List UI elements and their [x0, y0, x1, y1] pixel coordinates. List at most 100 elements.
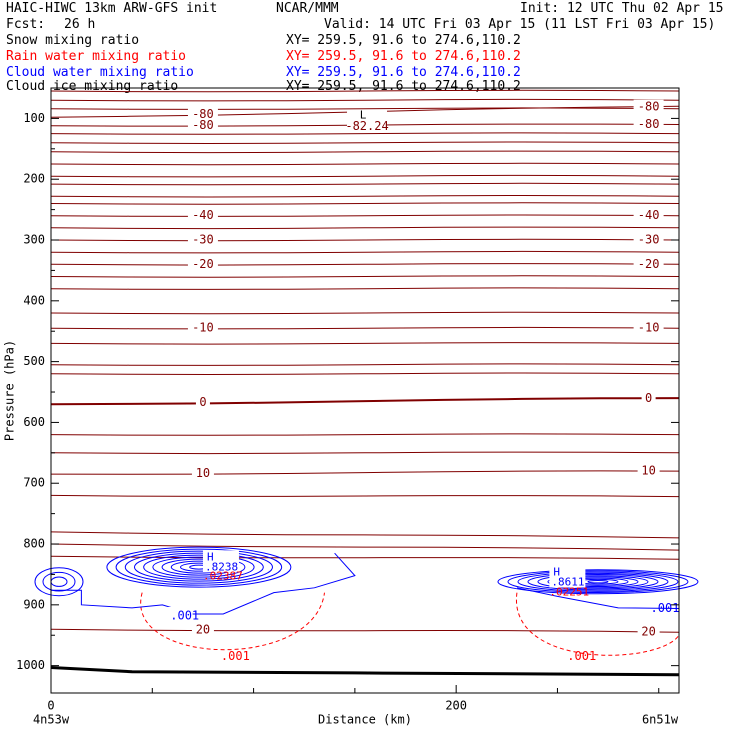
isotherm-line — [50, 202, 680, 205]
isotherm-label: 0 — [645, 391, 652, 405]
x-axis-title: Distance (km) — [318, 713, 412, 727]
isotherm-label-bg — [633, 117, 664, 132]
y-tick-label: 400 — [23, 293, 45, 307]
isotherm-label-bg — [187, 321, 218, 336]
low-marker: L — [360, 109, 367, 122]
isotherm-label: -10 — [192, 321, 214, 335]
cloud-water-contour — [106, 546, 292, 588]
plot-frame — [50, 87, 680, 694]
cloud-water-contour — [517, 571, 679, 592]
field-label-cloud-water: Cloud water mixing ratio — [6, 65, 194, 80]
isotherm-line — [50, 150, 680, 154]
isotherm-line — [50, 275, 680, 278]
isotherm-line — [50, 531, 680, 539]
y-tick-label: 800 — [23, 537, 45, 551]
cloud-water-contour — [115, 548, 283, 586]
isotherm--10 — [50, 326, 680, 330]
isotherm-label: -40 — [192, 208, 214, 222]
isotherm--30 — [50, 238, 680, 242]
rain-contour-label-right: .001 — [567, 649, 596, 663]
isotherm-line — [50, 107, 680, 110]
isotherm-label: -10 — [638, 321, 660, 335]
extremum-bg — [549, 565, 586, 588]
isotherm-line — [50, 363, 680, 366]
field-xy-rain: XY= 259.5, 91.6 to 274.6,110.2 — [286, 49, 521, 64]
isotherm-line — [50, 194, 680, 198]
extremum-bg — [202, 550, 239, 573]
isotherm-label: -30 — [192, 233, 214, 247]
field-label-cloud-ice: Cloud ice mixing ratio — [6, 79, 179, 94]
isotherm-label-bg — [633, 257, 664, 272]
isotherm-line — [50, 543, 680, 551]
init-time: Init: 12 UTC Thu 02 Apr 15 — [520, 1, 724, 16]
y-axis-title: Pressure (hPa) — [3, 340, 17, 441]
isotherm-label-bg — [633, 208, 664, 223]
isotherm-label: -20 — [192, 257, 214, 271]
isotherm--20 — [50, 263, 680, 266]
isotherm-label-bg — [633, 233, 664, 248]
isotherm-line — [50, 372, 680, 376]
cloud-water-contour — [507, 570, 689, 594]
cloud-label-bg — [166, 606, 193, 621]
fcst-value: 26 h — [64, 17, 96, 32]
isotherm-line — [50, 494, 680, 498]
extremum-bg — [347, 109, 388, 132]
cloud-water-contour — [133, 552, 264, 582]
cloud-water-contour — [143, 554, 255, 580]
high-marker: H — [207, 550, 214, 563]
isotherm-label-bg — [633, 99, 664, 114]
x-end-label: 6n51w — [642, 713, 679, 727]
cloud-water-outer-contour — [51, 552, 356, 615]
isotherm-label: 10 — [641, 464, 655, 478]
cloud-water-contour — [527, 572, 669, 591]
cloud-water-contour — [152, 556, 246, 578]
isotherm-label-bg — [637, 464, 660, 479]
isotherm-label: 10 — [196, 466, 210, 480]
cloud-water-contour — [497, 569, 699, 595]
rain-contour-left — [140, 592, 325, 651]
isotherm-label: 20 — [196, 622, 210, 636]
isotherm-line — [50, 226, 680, 230]
high-value: .8238 — [205, 560, 238, 573]
y-tick-label: 300 — [23, 233, 45, 247]
isotherm-label-bg — [191, 466, 214, 481]
isotherm-line — [50, 141, 680, 145]
cloud-water-contour — [587, 580, 609, 584]
y-tick-label: 100 — [23, 111, 45, 125]
isotherm-label-bg — [637, 625, 660, 640]
isotherm-label-bg — [195, 395, 210, 410]
isotherm-10 — [50, 470, 680, 475]
cloud-contour-label-left: .001 — [170, 608, 199, 622]
isotherm-line — [50, 451, 680, 455]
surface-line — [50, 665, 680, 677]
isotherm-line — [50, 162, 680, 166]
cloud-water-contour — [547, 575, 649, 589]
isotherm-line — [50, 433, 680, 436]
x-tick-label: 0 — [47, 699, 54, 713]
isotherm-line — [50, 250, 680, 254]
org-label: NCAR/MMM — [276, 1, 339, 16]
cloud-water-contour — [34, 567, 84, 597]
isotherm-line — [50, 555, 680, 560]
model-title: HAIC-HIWC 13km ARW-GFS init — [6, 1, 218, 16]
isotherm-line — [50, 287, 680, 290]
cloud-contour-label-right: .001 — [651, 601, 680, 615]
cloud-water-contour — [124, 550, 273, 584]
field-xy-cloud-water: XY= 259.5, 91.6 to 274.6,110.2 — [286, 65, 521, 80]
high-value: .02251 — [549, 586, 589, 599]
high-marker: H — [553, 566, 560, 579]
field-label-rain: Rain water mixing ratio — [6, 49, 187, 64]
cloud-water-outer-contour — [516, 587, 680, 609]
isotherm-line — [50, 342, 680, 345]
x-start-label: 4n53w — [33, 713, 70, 727]
isotherm-label: -20 — [638, 257, 660, 271]
cloud-water-contour — [537, 574, 659, 590]
isotherm-label-bg — [187, 107, 218, 122]
y-tick-label: 900 — [23, 597, 45, 611]
isotherm--40 — [50, 214, 680, 217]
isotherm-label: -80 — [192, 118, 214, 132]
isotherm-label-bg — [633, 321, 664, 336]
isotherm-20 — [50, 628, 680, 633]
isotherm-label-bg — [191, 622, 214, 637]
